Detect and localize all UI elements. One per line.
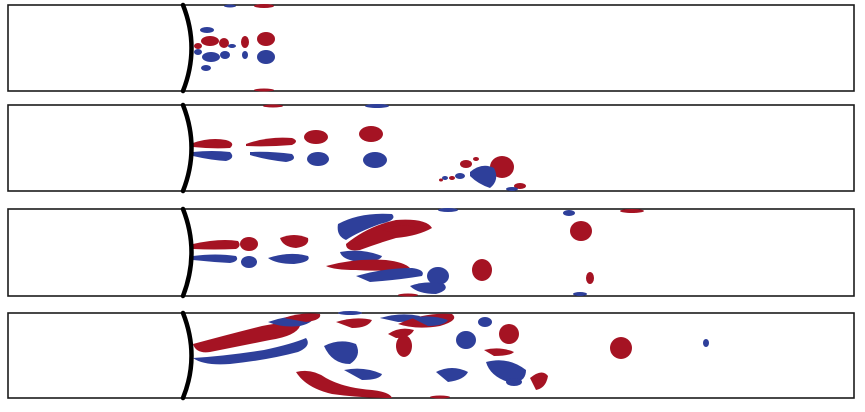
panel-4-curved-wall: [180, 310, 194, 401]
panel-1-frame: [7, 4, 855, 92]
panel-2-curved-wall: [180, 102, 194, 194]
panel-2-vortices: [193, 104, 526, 191]
panel-4-vortices: [193, 311, 709, 399]
panel-2-frame: [7, 104, 855, 192]
panel-3: [7, 206, 855, 299]
panel-1: [7, 2, 855, 94]
panel-1-vortices: [194, 4, 275, 92]
panel-3-vortices: [193, 208, 644, 297]
panel-1-curved-wall: [180, 2, 194, 94]
panel-4: [7, 310, 855, 401]
panel-3-curved-wall: [180, 206, 194, 299]
panel-2: [7, 102, 855, 194]
